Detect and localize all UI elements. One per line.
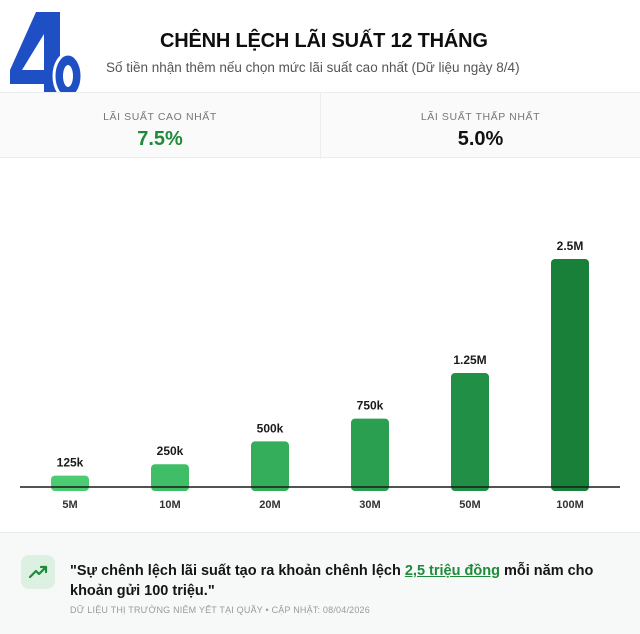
header: CHÊNH LỆCH LÃI SUẤT 12 THÁNG Số tiền nhậ…	[0, 0, 640, 92]
bar-100M	[551, 259, 589, 491]
bar-30M	[351, 418, 389, 491]
data-label-100M: 2.5M	[557, 239, 584, 253]
stat-lowest-label: LÃI SUẤT THẤP NHẤT	[420, 111, 541, 123]
tick-label-100M: 100M	[556, 499, 584, 511]
stat-lowest-value: 5.0%	[457, 128, 504, 150]
bar-10M	[151, 464, 189, 491]
bar-20M	[251, 441, 289, 491]
stat-highest-value: 7.5%	[137, 128, 183, 150]
tick-label-20M: 20M	[259, 499, 280, 511]
quote-highlight: 2,5 triệu đồng	[404, 563, 500, 579]
stat-lowest: LÃI SUẤT THẤP NHẤT 5.0%	[320, 93, 640, 159]
stat-highest-label: LÃI SUẤT CAO NHẤT	[103, 111, 217, 123]
bar-50M	[451, 373, 489, 491]
data-label-5M: 125k	[57, 456, 84, 470]
stats-panel: LÃI SUẤT CAO NHẤT 7.5% LÃI SUẤT THẤP NHẤ…	[0, 92, 640, 159]
tick-label-10M: 10M	[159, 499, 180, 511]
page-subtitle: Số tiền nhận thêm nếu chọn mức lãi suất …	[106, 60, 520, 75]
tick-label-50M: 50M	[459, 499, 480, 511]
chart-area: 125k 5M 250k 10M 500k 20M 750k 30M 1.25M 50M 2.5M 1…	[0, 158, 640, 530]
insight-quote: "Sự chênh lệch lãi suất tạo ra khoản chê…	[70, 561, 618, 601]
stat-highest: LÃI SUẤT CAO NHẤT 7.5%	[0, 93, 320, 159]
data-label-50M: 1.25M	[453, 353, 486, 367]
data-label-10M: 250k	[157, 444, 184, 458]
insight-note: "Sự chênh lệch lãi suất tạo ra khoản chê…	[0, 532, 640, 634]
quote-before: "Sự chênh lệch lãi suất tạo ra khoản chê…	[70, 563, 405, 579]
quote-after: mỗi năm cho khoản gửi 100 triệu."	[70, 563, 594, 599]
tick-label-30M: 30M	[359, 499, 380, 511]
data-label-30M: 750k	[357, 399, 384, 413]
trending-up-icon	[21, 555, 55, 589]
data-label-20M: 500k	[257, 421, 284, 435]
source-note: DỮ LIỆU THỊ TRƯỜNG NIÊM YẾT TẠI QUẦY • C…	[70, 605, 370, 615]
bar-chart: 125k 5M 250k 10M 500k 20M 750k 30M 1.25M 50M 2.5M 1…	[20, 239, 620, 511]
page-title: CHÊNH LỆCH LÃI SUẤT 12 THÁNG	[160, 30, 488, 52]
bar-5M	[51, 475, 89, 491]
tick-label-5M: 5M	[62, 499, 77, 511]
